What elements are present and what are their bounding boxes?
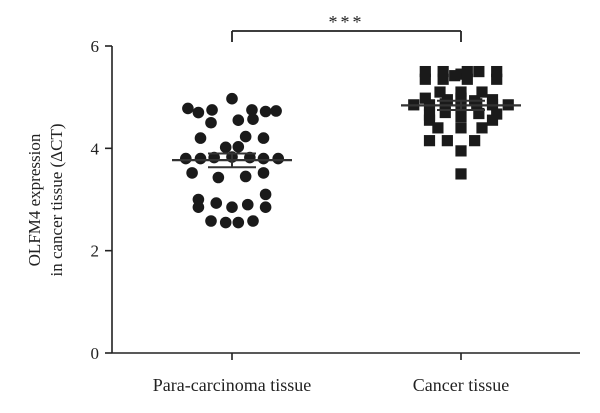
data-point-square [439,106,451,119]
data-point-square [439,98,451,110]
data-point-circle [210,197,223,209]
data-point-square [455,145,467,157]
data-point-circle [259,105,272,118]
data-point-circle [239,170,252,183]
significance-label: *** [329,12,365,32]
data-point-circle [232,140,245,153]
data-point-square [455,122,467,134]
data-point-circle [194,152,207,165]
x-tick-label: Para-carcinoma tissue [153,375,311,395]
data-point-circle [226,201,238,213]
y-tick-label: 4 [91,139,100,158]
chart-marks [172,30,521,229]
data-point-circle [205,215,217,227]
data-point-circle [192,106,205,119]
data-point-square [432,122,444,134]
data-point-circle [212,171,225,184]
data-point-square [455,68,467,80]
data-point-circle [257,167,270,179]
data-point-circle [232,114,245,126]
data-point-square [423,135,436,147]
data-point-circle [246,104,258,116]
chart-labels: 0 2 4 6 Para-carcinoma tissue Cancer tissue OL… [25,12,509,395]
y-tick-label: 6 [91,37,100,56]
data-point-circle [219,216,232,229]
y-axis-label-line: in cancer tissue (ΔCT) [47,123,66,276]
data-point-circle [257,152,270,165]
data-point-square [419,73,431,85]
axes [105,45,580,360]
data-point-square [419,65,431,78]
data-point-circle [192,201,205,213]
data-point-circle [194,132,207,144]
data-point-square [455,92,467,104]
data-point-square [461,65,473,78]
data-point-circle [182,102,194,115]
data-point-circle [259,188,272,201]
data-point-square [419,92,431,104]
data-point-square [434,86,446,98]
y-tick-label: 0 [91,344,100,363]
data-point-square [491,108,503,120]
data-point-square [469,135,481,147]
data-point-square [437,65,449,78]
data-point-circle [206,104,218,116]
data-point-square [455,86,467,98]
data-point-circle [180,152,192,165]
data-point-circle [226,92,238,105]
data-point-square [441,135,453,147]
data-point-circle [219,141,232,154]
data-point-circle [247,215,259,227]
data-point-square [455,168,467,180]
data-point-square [473,65,485,78]
data-point-circle [239,130,252,143]
data-point-square [471,98,483,110]
data-point-circle [241,198,254,211]
data-point-square [486,114,499,126]
data-point-square [461,73,473,85]
data-point-square [491,73,503,85]
data-point-circle [270,105,282,117]
data-point-circle [257,132,270,144]
data-point-circle [186,167,198,179]
y-tick-label: 2 [91,242,100,261]
data-point-circle [272,152,285,165]
data-point-square [455,111,467,123]
data-point-square [473,107,485,120]
data-point-square [437,73,449,85]
y-axis-label: OLFM4 expression in cancer tissue (ΔCT) [25,123,66,276]
data-point-square [476,122,488,134]
data-point-circle [259,201,272,213]
data-point-circle [205,116,217,129]
data-point-square [449,70,461,82]
data-point-square [476,86,488,98]
y-axis-label-line: OLFM4 expression [25,133,44,266]
data-point-square [491,65,503,78]
data-point-square [423,114,436,126]
data-point-circle [247,113,259,125]
x-tick-label: Cancer tissue [413,375,509,395]
data-point-circle [232,216,245,229]
